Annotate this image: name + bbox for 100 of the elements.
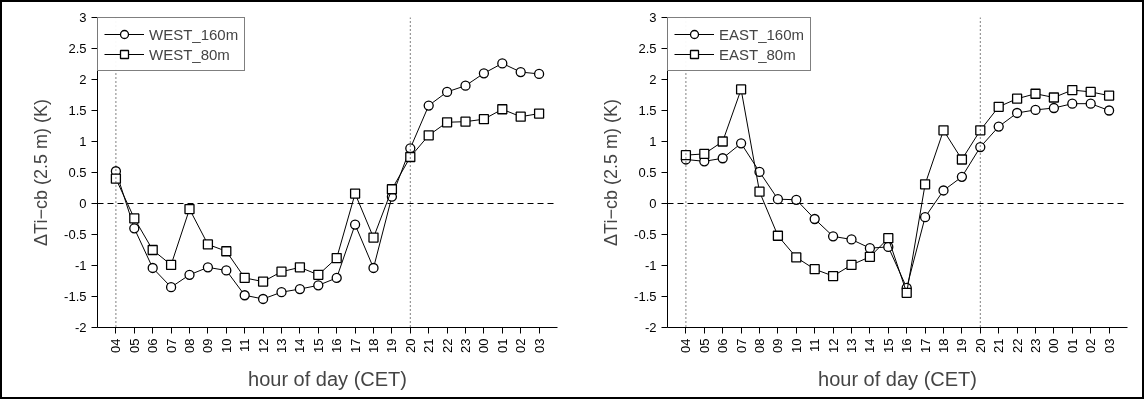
point [791,194,802,205]
point [165,259,177,271]
y-tick-label: -0.5 [634,227,657,242]
point [129,223,140,234]
point [239,272,250,284]
point [441,117,453,128]
x-tick-label: 04 [108,338,124,353]
point [294,283,306,295]
point [221,265,232,276]
point [1030,88,1041,99]
point [754,186,765,197]
y-axis-title: ΔTi−cb (2.5 m) (K) [601,99,622,246]
y-tick-label: 1.5 [68,103,87,118]
point [276,266,287,277]
x-tick-label: 15 [880,338,896,353]
point [331,252,342,264]
point [717,136,728,147]
y-tick-label: -2 [74,320,87,335]
y-tick-label: -1.5 [64,289,87,304]
point [919,179,931,190]
point [184,203,195,215]
y-tick-label: 1 [649,134,657,149]
y-tick-label: 2.5 [68,41,87,56]
point [110,173,122,184]
x-tick-label: 00 [476,338,492,353]
x-tick-label: 11 [237,338,253,352]
x-tick-label: 23 [1028,338,1043,353]
x-tick-label: 13 [274,338,289,353]
y-tick-label: 0 [79,196,87,211]
x-axis-title: hour of day (CET) [818,367,977,390]
point [827,270,839,282]
x-tick-label: 19 [954,338,970,353]
point [386,184,398,195]
point [864,251,876,262]
x-tick-label: 21 [421,338,437,353]
x-tick-label: 09 [200,338,216,353]
y-tick-label: 2 [79,72,87,87]
x-tick-label: 19 [384,338,400,353]
y-tick-label: 0.5 [638,165,657,180]
point [221,246,232,257]
x-tick-label: 09 [770,338,786,353]
point [460,116,471,127]
x-tick-label: 00 [1046,338,1062,353]
x-tick-label: 06 [715,338,731,353]
point [368,232,379,243]
x-tick-label: 22 [439,338,455,353]
point [1103,90,1115,101]
point [809,264,820,275]
point [405,151,416,163]
x-tick-label: 18 [936,338,951,353]
point [993,101,1004,112]
point [956,154,968,165]
x-tick-label: 07 [163,338,179,353]
y-tick-label: -1 [74,258,87,273]
x-tick-label: 21 [991,338,1007,353]
x-tick-label: 23 [458,338,473,353]
x-tick-label: 01 [1064,338,1080,353]
point [717,153,728,164]
point [460,80,471,91]
point [533,108,545,119]
x-tick-label: 22 [1009,338,1025,353]
point [276,287,287,298]
legend-label: EAST_160m [719,25,805,43]
x-tick-label: 10 [788,338,804,353]
x-tick-label: 05 [126,338,142,353]
point [883,233,894,244]
point [1085,86,1096,98]
x-tick-label: 02 [513,338,529,353]
x-tick-label: 13 [844,338,859,353]
x-tick-label: 03 [531,338,547,353]
x-tick-label: 20 [402,338,418,353]
point [1011,93,1023,104]
y-tick-label: 0.5 [68,165,87,180]
point [239,290,250,301]
point [349,188,361,199]
point [938,185,949,196]
x-tick-label: 18 [366,338,381,353]
point [1103,105,1115,116]
point [515,111,526,122]
point [772,230,784,241]
legend-label: WEST_80m [149,45,230,63]
x-tick-label: 14 [292,338,308,353]
point [294,262,306,273]
y-tick-label: 1 [79,134,87,149]
x-tick-label: 14 [862,338,878,353]
y-tick-label: 3 [649,10,657,25]
point [423,100,434,111]
point [257,276,269,287]
x-tick-label: 12 [255,338,271,353]
y-tick-label: -1 [644,258,657,273]
x-tick-label: 08 [752,338,767,353]
point [993,121,1004,132]
x-tick-label: 11 [807,338,823,352]
point [202,239,214,250]
y-tick-label: -1.5 [634,289,657,304]
point [515,66,526,78]
point [938,125,949,136]
point [497,58,508,69]
point [975,125,986,136]
y-tick-label: -0.5 [64,227,87,242]
